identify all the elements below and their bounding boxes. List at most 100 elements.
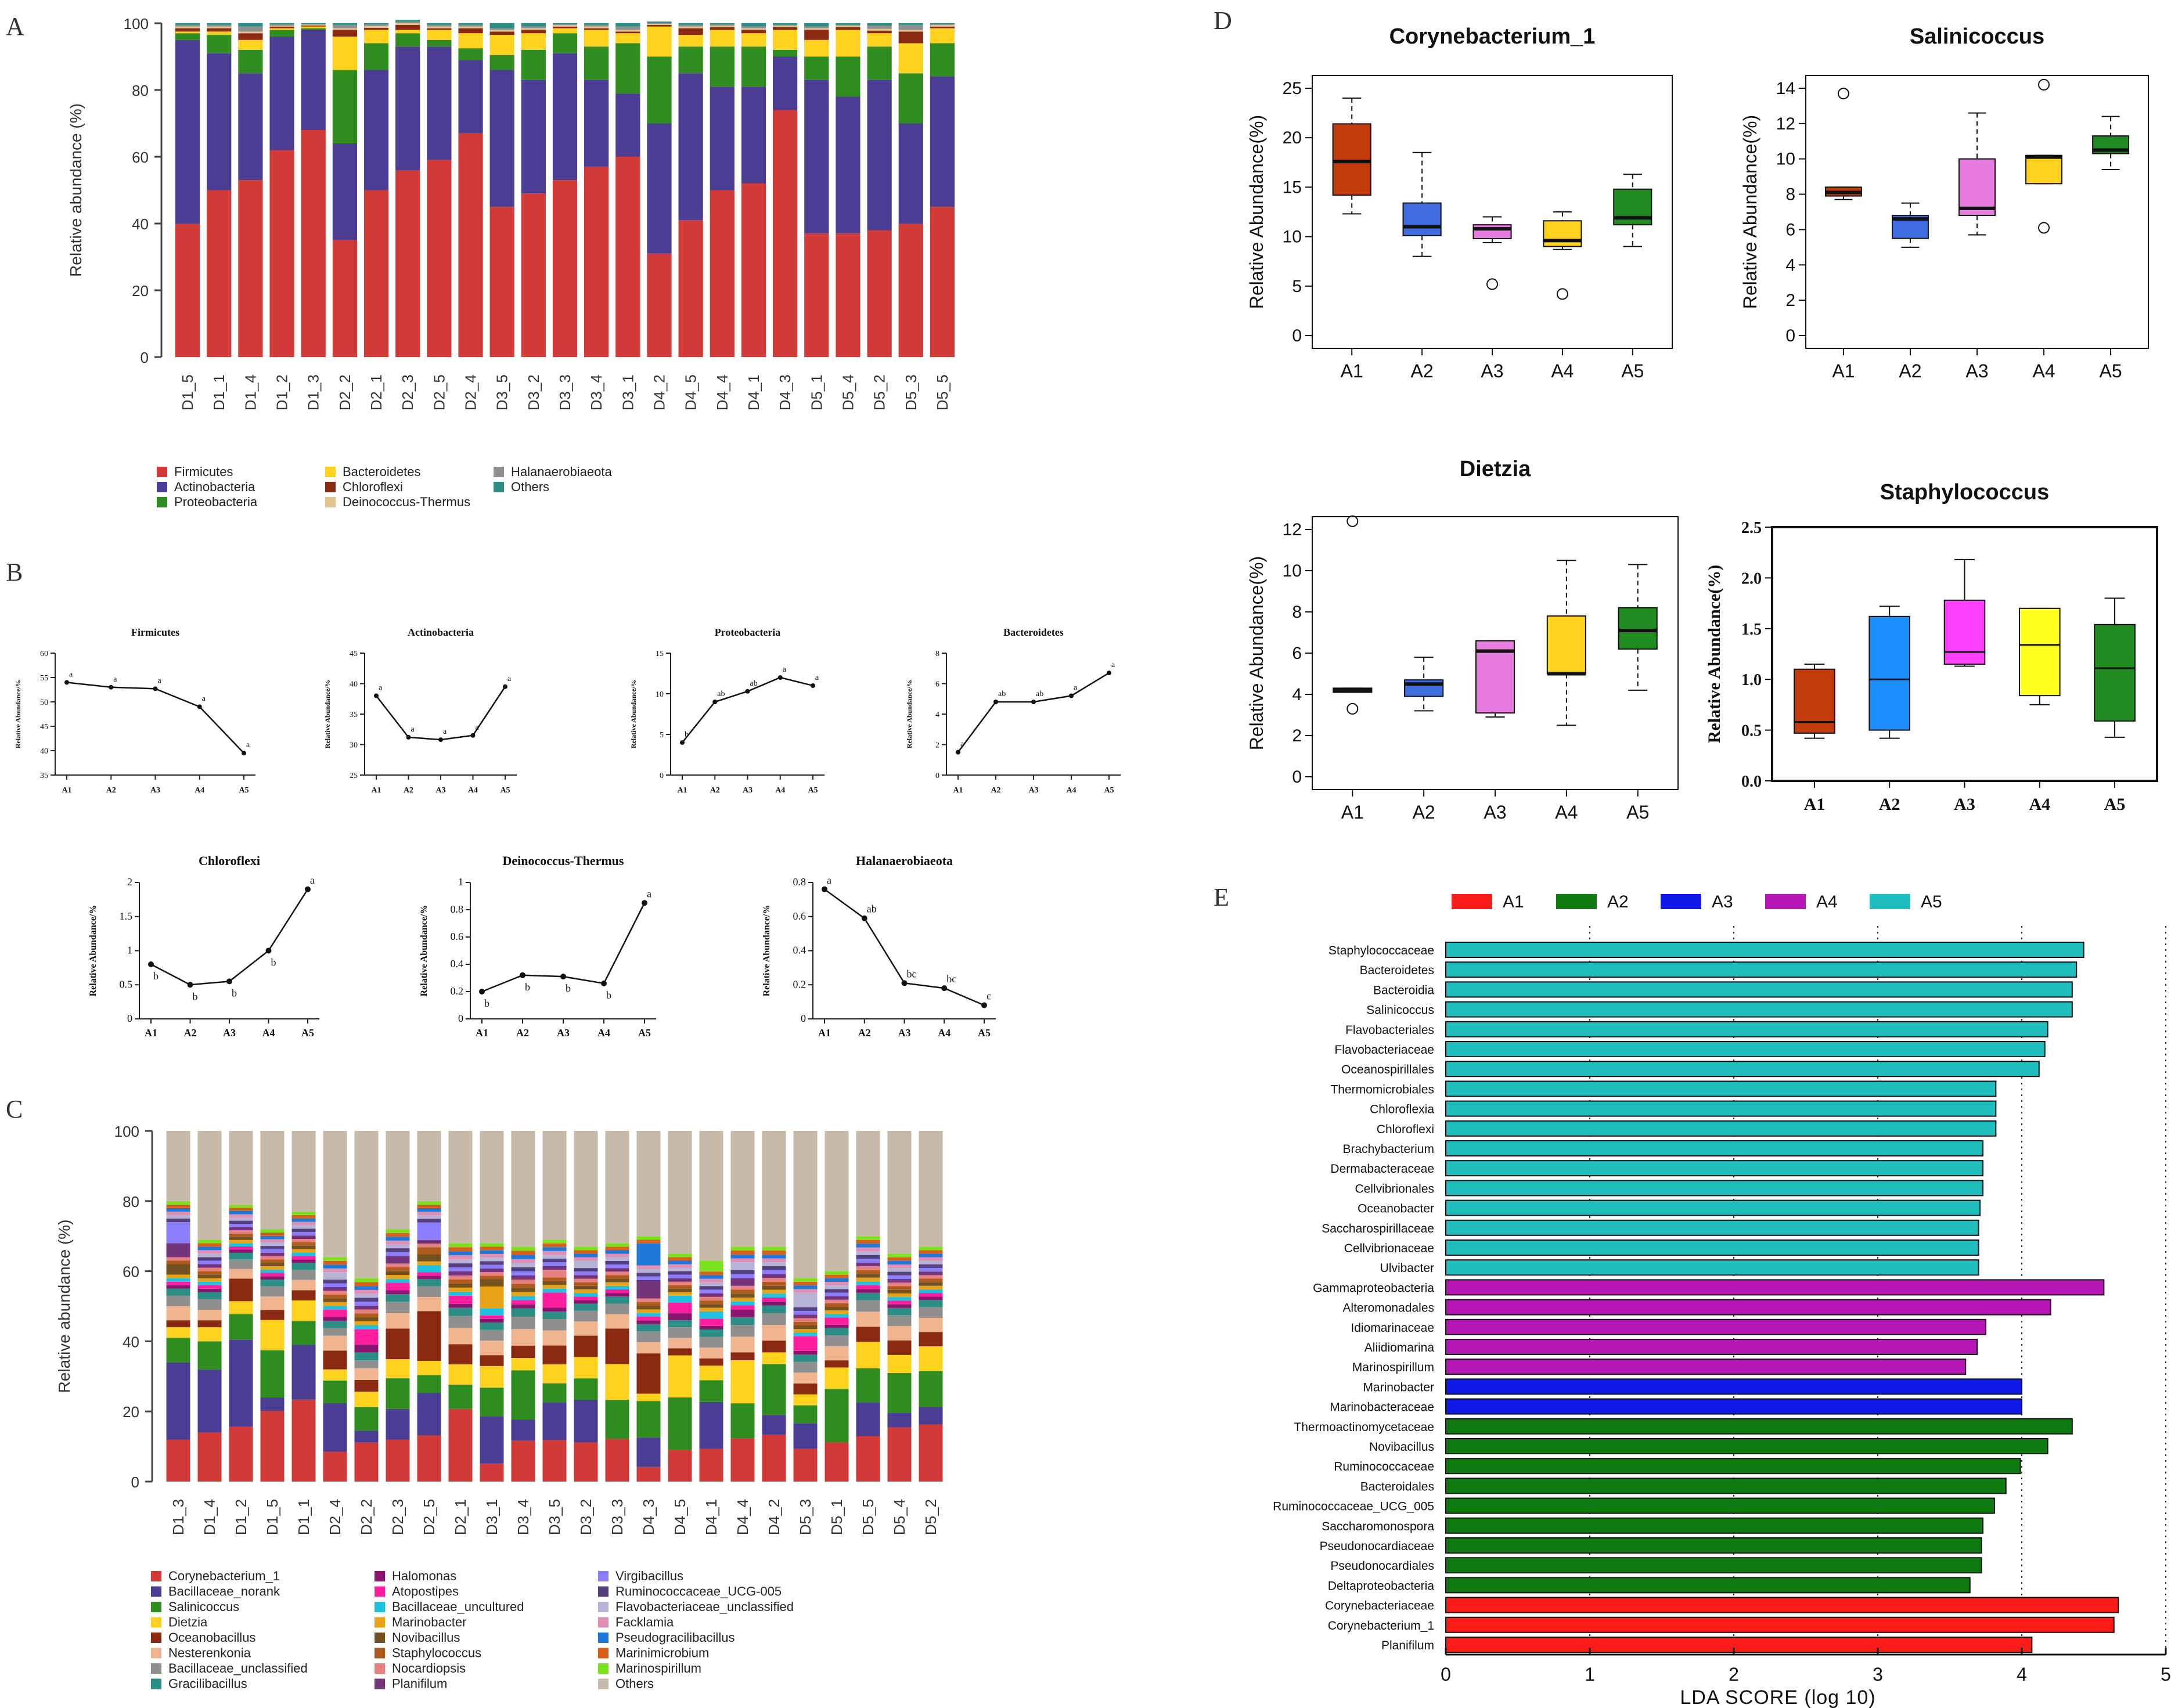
x-tick-label: D1_2 [232,1499,250,1535]
bar-segment [417,1435,441,1482]
bar-segment [668,1295,692,1303]
bar-segment [730,1352,755,1360]
box [1543,220,1582,247]
bar-segment [887,1354,912,1374]
bar-label: Dermabacteraceae [1330,1162,1434,1176]
x-tick-label: A2 [404,786,413,795]
legend-swatch [151,1617,161,1628]
x-tick-label: D4_5 [682,374,700,410]
bar-segment [605,1271,629,1275]
data-point [560,974,566,980]
bar-segment [930,24,955,25]
legend-swatch [494,482,504,492]
bar-segment [238,50,263,74]
lda-bar [1445,1021,2048,1037]
y-tick-label: 0.0 [1741,773,1762,791]
bar-segment [521,80,546,194]
bar-segment [762,1285,786,1290]
bar-segment [542,1255,567,1259]
bar-segment [480,1257,504,1262]
bar-segment [323,1257,347,1261]
bar-segment [584,46,609,80]
significance-letter: b [271,957,276,968]
bar-segment [386,1275,410,1279]
bar-segment [458,28,483,34]
bar-segment [417,1272,441,1276]
bar-segment [668,1450,692,1482]
y-tick-label: 0 [141,349,149,366]
significance-letter: b [525,981,530,993]
bar-segment [584,26,609,28]
x-tick-label: D1_1 [210,374,228,410]
legend-label: Halomonas [392,1569,456,1583]
bar-segment [229,1204,253,1208]
x-tick-label: A1 [1804,795,1826,814]
bar-segment [856,1262,880,1267]
bar-segment [363,190,389,357]
legend-swatch [598,1617,609,1628]
bar-segment [427,160,452,357]
legend-label: Others [615,1677,654,1691]
bar-segment [269,26,294,28]
box [1618,607,1658,650]
bar-segment [323,1131,347,1257]
bar-segment [584,24,609,27]
bar-segment [291,1218,316,1222]
bar-segment [574,1310,598,1322]
bar-segment [741,87,766,183]
bar-label: Cellvibrionaceae [1344,1242,1434,1255]
bar-segment [448,1247,473,1252]
x-tick-label: D2_5 [430,374,448,410]
legend-swatch [1765,894,1806,909]
bar-segment [887,1300,912,1305]
x-tick-label: A1 [371,786,381,795]
bar-segment [166,1222,190,1244]
bar-segment [678,23,703,25]
bar-segment [699,1282,723,1287]
bar-segment [229,1214,253,1218]
bar-segment [354,1289,379,1294]
y-tick-label: 5 [660,731,664,740]
y-tick-label: 0.6 [793,910,807,922]
data-point [956,749,960,755]
bar-segment [260,1286,285,1297]
bar-segment [291,1239,316,1242]
bar-segment [323,1328,347,1336]
legend-label: Salinicoccus [168,1599,239,1614]
significance-letter: a [202,694,206,703]
data-point [993,700,998,704]
bar-segment [332,30,358,37]
legend-swatch [151,1633,161,1643]
bar-segment [395,46,420,170]
legend-label: Flavobacteriaceae_unclassified [615,1599,794,1614]
bar-segment [511,1329,535,1346]
x-tick-label: A2 [1879,795,1900,814]
bar-segment [480,1131,504,1244]
bar-segment [898,24,923,30]
bar-segment [480,1246,504,1251]
bar-segment [229,1269,253,1279]
subplot-title: Staphylococcus [1880,480,2049,505]
outlier-point [1556,288,1568,300]
bar-label: Bacteroidia [1373,983,1434,997]
bar-segment [395,170,420,357]
bar-segment [521,33,546,50]
bar-segment [511,1370,535,1420]
bar-segment [647,23,672,24]
bar-segment [480,1275,504,1280]
data-point [777,675,783,680]
bar-segment [238,31,263,34]
bar-segment [919,1260,943,1264]
bar-segment [260,1280,285,1287]
bar-segment [260,1273,285,1277]
bar-segment [762,1435,786,1482]
legend-label: Marinobacter [392,1615,466,1630]
bar-segment [386,1233,410,1237]
bar-segment [511,1267,535,1271]
bar-segment [730,1278,755,1286]
bar-label: Ulvibacter [1380,1262,1434,1275]
bar-segment [678,26,703,28]
x-tick-label: D5_1 [808,374,825,410]
box [1546,615,1586,675]
x-tick-label: A2 [1899,361,1921,381]
